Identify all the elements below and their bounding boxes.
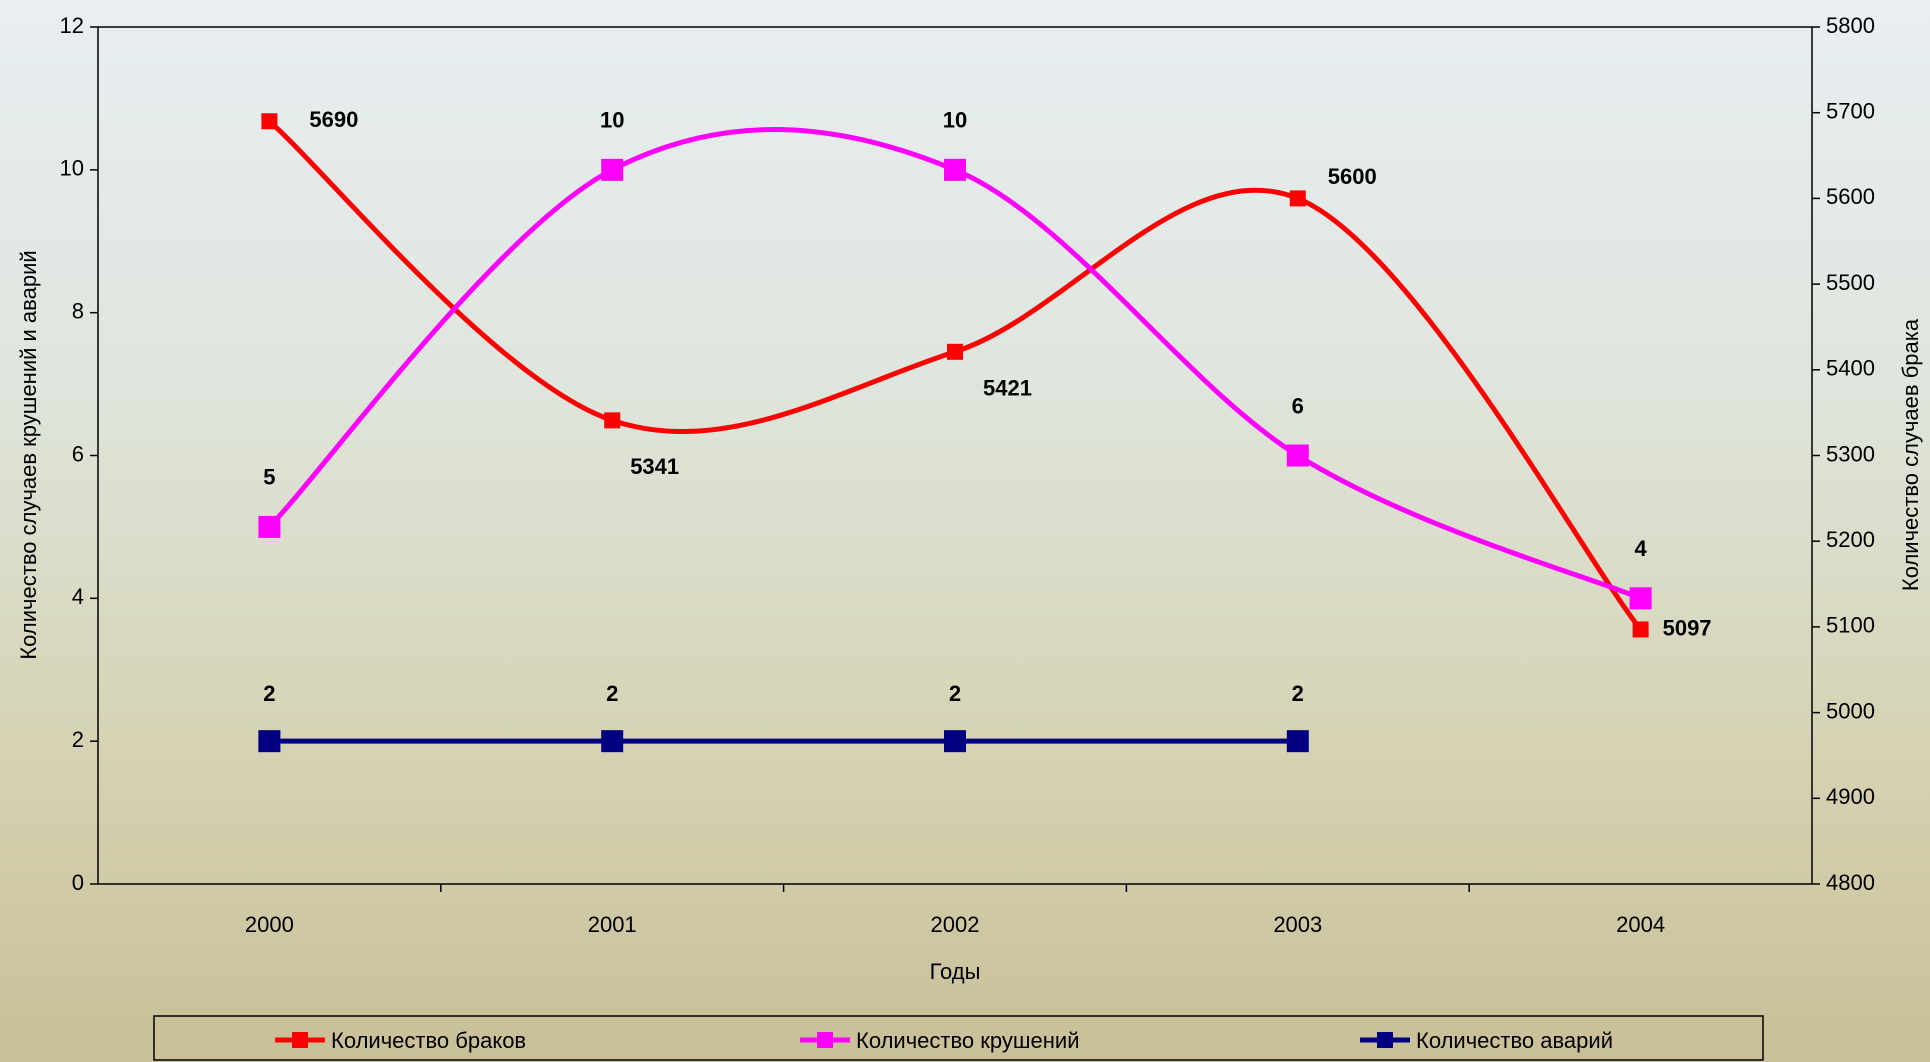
y2-tick-label: 5500: [1826, 270, 1875, 295]
x-tick-label: 2002: [931, 912, 980, 937]
y-tick-label: 0: [72, 870, 84, 895]
y-tick-label: 6: [72, 441, 84, 466]
y2-tick-label: 5600: [1826, 184, 1875, 209]
marker: [944, 730, 966, 753]
data-label: 2: [949, 681, 961, 706]
x-tick-label: 2000: [245, 912, 294, 937]
legend-box: [153, 1015, 1764, 1061]
marker: [1289, 190, 1306, 207]
x-tick-label: 2003: [1273, 912, 1322, 937]
y2-tick-label: 5400: [1826, 356, 1875, 381]
y-axis-title: Количество случаев крушений и аварий: [16, 250, 41, 659]
y-tick-label: 12: [60, 13, 84, 38]
x-tick-label: 2001: [588, 912, 637, 937]
y2-axis-title: Количество случаев брака: [1898, 318, 1923, 591]
y2-tick-label: 5800: [1826, 13, 1875, 38]
y-tick-label: 8: [72, 298, 84, 323]
data-label: 2: [606, 681, 618, 706]
marker: [258, 515, 281, 538]
legend-label: Количество аварий: [1416, 1028, 1613, 1053]
data-label: 4: [1634, 536, 1647, 561]
legend-marker: [1377, 1032, 1393, 1048]
legend-label: Количество браков: [331, 1028, 526, 1053]
y2-tick-label: 5100: [1826, 613, 1875, 638]
y-tick-label: 2: [72, 727, 84, 752]
data-label: 10: [600, 108, 624, 133]
y2-tick-label: 4900: [1826, 784, 1875, 809]
data-label: 10: [943, 108, 967, 133]
x-tick-label: 2004: [1616, 912, 1665, 937]
legend-marker: [817, 1032, 833, 1048]
data-label: 5600: [1328, 164, 1377, 189]
marker: [604, 412, 621, 429]
y2-tick-label: 4800: [1826, 870, 1875, 895]
data-label: 5690: [309, 107, 358, 132]
series-line: [267, 119, 1643, 632]
y2-tick-label: 5000: [1826, 698, 1875, 723]
marker: [1629, 587, 1652, 610]
y-tick-label: 10: [60, 156, 84, 181]
data-label: 5: [263, 465, 275, 490]
y2-tick-label: 5200: [1826, 527, 1875, 552]
y-tick-label: 4: [72, 584, 84, 609]
data-label: 5097: [1663, 615, 1712, 640]
marker: [261, 113, 278, 130]
marker: [258, 730, 281, 753]
data-label: 2: [263, 681, 275, 706]
data-label: 5421: [983, 376, 1032, 401]
marker: [1286, 444, 1309, 467]
data-label: 5341: [630, 454, 679, 479]
marker: [947, 343, 963, 360]
marker: [1286, 730, 1309, 753]
marker: [944, 158, 966, 181]
data-label: 6: [1292, 393, 1304, 418]
legend-label: Количество крушений: [856, 1028, 1079, 1053]
y2-tick-label: 5700: [1826, 99, 1875, 124]
data-label: 2: [1292, 681, 1304, 706]
legend-marker: [292, 1032, 308, 1048]
y2-tick-label: 5300: [1826, 441, 1875, 466]
marker: [601, 158, 624, 181]
x-axis-title: Годы: [930, 959, 981, 984]
marker: [601, 730, 624, 753]
marker: [1632, 621, 1649, 638]
